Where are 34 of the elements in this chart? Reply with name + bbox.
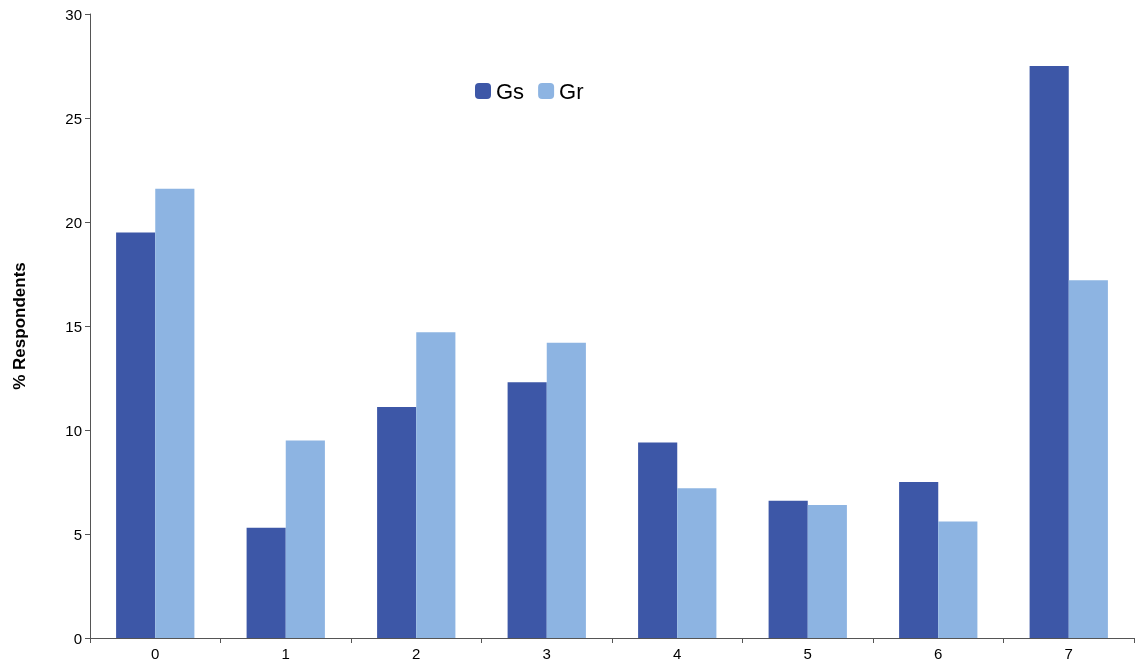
bar — [377, 407, 417, 638]
x-tick-label: 4 — [673, 645, 682, 662]
bar — [677, 488, 717, 638]
bar — [1068, 280, 1108, 638]
y-tick-label: 30 — [65, 5, 82, 23]
y-tick-label: 5 — [73, 525, 82, 543]
y-tick-label: 25 — [65, 109, 82, 127]
x-tick-label: 6 — [934, 645, 943, 662]
bar — [116, 232, 156, 638]
bar — [416, 332, 456, 638]
y-tick-label: 10 — [65, 421, 82, 439]
x-tick-label: 1 — [281, 645, 290, 662]
bar — [1029, 66, 1069, 638]
bar — [546, 342, 586, 638]
bar — [807, 504, 847, 638]
bar — [768, 500, 808, 638]
x-tick-label: 5 — [803, 645, 812, 662]
y-tick-label: 15 — [65, 317, 82, 335]
bar — [155, 188, 195, 638]
bar — [938, 521, 978, 638]
legend-label: Gr — [559, 78, 584, 104]
y-tick-label: 0 — [73, 629, 82, 647]
x-tick-label: 2 — [412, 645, 421, 662]
x-tick-label: 0 — [151, 645, 160, 662]
bar — [899, 482, 939, 638]
x-tick-label: 3 — [542, 645, 551, 662]
x-tick-label: 7 — [1064, 645, 1073, 662]
bar — [638, 442, 678, 638]
bar — [285, 440, 325, 638]
bar — [246, 527, 286, 638]
legend-label: Gs — [496, 78, 525, 104]
y-axis-title: % Respondents — [10, 262, 29, 390]
bar — [507, 382, 547, 638]
y-tick-label: 20 — [65, 213, 82, 231]
